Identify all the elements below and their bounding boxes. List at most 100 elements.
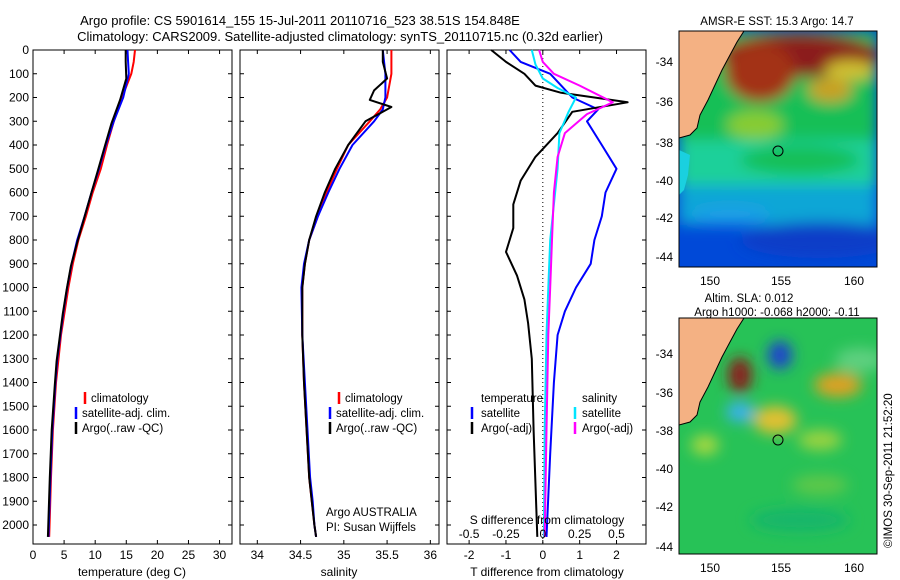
axis-ticks bbox=[32, 49, 646, 544]
sst-title: AMSR-E SST: 15.3 Argo: 14.7 bbox=[700, 16, 853, 28]
x-tick-label: 5 bbox=[61, 548, 68, 562]
difference-xlabel-salinity: S difference from climatology bbox=[470, 513, 625, 527]
sla-title1: Altim. SLA: 0.012 bbox=[705, 293, 794, 305]
sla-lon-label: 155 bbox=[771, 561, 791, 575]
sla-map bbox=[679, 318, 877, 554]
y-tick-label: 700 bbox=[9, 209, 29, 223]
x-tick-label: 35 bbox=[337, 548, 351, 562]
y-tick-label: 2000 bbox=[2, 518, 29, 532]
legend-label-s-satellite: satellite bbox=[582, 408, 621, 420]
series-line-argo-raw-qc- bbox=[301, 50, 393, 538]
y-tick-label: 1800 bbox=[2, 471, 29, 485]
sst-lat-label: -44 bbox=[656, 250, 674, 264]
pressure-tick-labels: 0 100 200 300 400 500 600 700 800 900 1000 1100 1200… bbox=[2, 43, 29, 532]
x-tick-label: 0 bbox=[539, 548, 546, 562]
series-line-climatology bbox=[48, 49, 136, 537]
y-tick-label: 1500 bbox=[2, 399, 29, 413]
y-tick-label: 300 bbox=[9, 114, 29, 128]
sst-lat-label: -34 bbox=[656, 55, 674, 69]
temperature-axes bbox=[32, 49, 233, 545]
title-line2: Climatology: CARS2009. Satellite-adjuste… bbox=[77, 29, 603, 44]
profile-lines bbox=[46, 49, 629, 544]
y-tick-label: 1700 bbox=[2, 447, 29, 461]
legend-label-argo: Argo(..raw -QC) bbox=[336, 423, 417, 435]
x-tick-labels: 0 5 10 15 20 25 30 34 34.5 35 35.5 36 -2 -1 0 1 2 -0.5 -0.… bbox=[30, 527, 626, 562]
x-tick-label: -1 bbox=[501, 548, 512, 562]
y-tick-label: 1900 bbox=[2, 494, 29, 508]
legend-label-climatology: climatology bbox=[345, 393, 403, 405]
x-tick-label: 0 bbox=[30, 548, 37, 562]
credit-line2: PI: Susan Wijffels bbox=[326, 522, 416, 534]
credit-line1: Argo AUSTRALIA bbox=[326, 507, 417, 519]
sla-title2: Argo h1000: -0.068 h2000: -0.11 bbox=[694, 307, 859, 319]
sst-lat-label: -38 bbox=[656, 136, 674, 150]
sla-frame bbox=[678, 317, 878, 555]
y-tick-label: 600 bbox=[9, 186, 29, 200]
y-tick-label: 1400 bbox=[2, 376, 29, 390]
x-tick-label: 1 bbox=[576, 548, 583, 562]
series-line-satellite-adj-clim- bbox=[47, 49, 130, 537]
y-tick-label: 400 bbox=[9, 138, 29, 152]
sla-lat-label: -34 bbox=[656, 347, 674, 361]
y-tick-label: 900 bbox=[9, 257, 29, 271]
legend-label-argo: Argo(..raw -QC) bbox=[82, 423, 163, 435]
sst-lon-label: 150 bbox=[700, 274, 720, 288]
float-marker bbox=[772, 145, 784, 157]
x-tick-label: 36 bbox=[424, 548, 438, 562]
sst-lat-label: -42 bbox=[656, 211, 674, 225]
y-tick-label: 800 bbox=[9, 233, 29, 247]
temperature-legend: climatology satellite-adj. clim. Argo(..… bbox=[74, 392, 170, 435]
sla-lat-label: -42 bbox=[656, 500, 674, 514]
y-tick-label: 1200 bbox=[2, 328, 29, 342]
x-tick-label: 20 bbox=[151, 548, 165, 562]
sst-lat-label: -40 bbox=[656, 174, 674, 188]
legend-label-t-argo: Argo(-adj) bbox=[481, 423, 532, 435]
sla-lat-label: -38 bbox=[656, 424, 674, 438]
x-tick-label: 25 bbox=[182, 548, 196, 562]
y-tick-label: 1300 bbox=[2, 352, 29, 366]
series-line-salinity-satellite bbox=[530, 49, 577, 537]
sla-lat-label: -36 bbox=[656, 386, 674, 400]
x-tick-label-salinity: 0.25 bbox=[568, 527, 592, 541]
legend-label-satellite: satellite-adj. clim. bbox=[82, 408, 170, 420]
y-tick-label: 200 bbox=[9, 91, 29, 105]
sla-lat-label: -40 bbox=[656, 462, 674, 476]
title-line1: Argo profile: CS 5901614_155 15-Jul-2011… bbox=[80, 13, 520, 28]
series-line-temperature-satellite bbox=[508, 49, 618, 537]
y-tick-label: 0 bbox=[22, 43, 29, 57]
salinity-axes bbox=[239, 49, 440, 545]
sla-lat-label: -44 bbox=[656, 540, 674, 554]
series-line-climatology bbox=[301, 50, 393, 538]
sst-map bbox=[679, 31, 877, 267]
legend-label-s-argo: Argo(-adj) bbox=[582, 423, 633, 435]
sst-lon-label: 155 bbox=[771, 274, 791, 288]
x-tick-label: 15 bbox=[120, 548, 134, 562]
x-tick-label: -2 bbox=[464, 548, 475, 562]
y-tick-label: 100 bbox=[9, 67, 29, 81]
y-tick-label: 1000 bbox=[2, 281, 29, 295]
x-tick-label: 34.5 bbox=[289, 548, 313, 562]
salinity-legend: climatology satellite-adj. clim. Argo(..… bbox=[328, 392, 424, 435]
difference-axes bbox=[446, 49, 647, 545]
legend-heading-temperature: temperature bbox=[481, 393, 543, 405]
legend-label-satellite: satellite-adj. clim. bbox=[336, 408, 424, 420]
x-tick-label-salinity: -0.5 bbox=[459, 527, 480, 541]
y-tick-label: 500 bbox=[9, 162, 29, 176]
float-marker bbox=[772, 434, 784, 446]
x-tick-label: 2 bbox=[613, 548, 620, 562]
y-tick-label: 1600 bbox=[2, 423, 29, 437]
salinity-xlabel: salinity bbox=[321, 565, 358, 579]
x-tick-label-salinity: 0.5 bbox=[608, 527, 625, 541]
series-line-satellite-adj-clim- bbox=[300, 49, 387, 538]
x-tick-label: 10 bbox=[89, 548, 103, 562]
series-line-salinity-argo-adj- bbox=[538, 49, 614, 537]
australia-coast bbox=[679, 318, 745, 426]
australia-coast bbox=[679, 31, 745, 139]
sst-lon-label: 160 bbox=[844, 274, 864, 288]
legend-label-t-satellite: satellite bbox=[481, 408, 520, 420]
x-tick-label: 35.5 bbox=[375, 548, 399, 562]
x-tick-label-salinity: 0 bbox=[539, 527, 546, 541]
y-tick-label: 1100 bbox=[3, 304, 29, 318]
x-tick-label: 34 bbox=[251, 548, 265, 562]
